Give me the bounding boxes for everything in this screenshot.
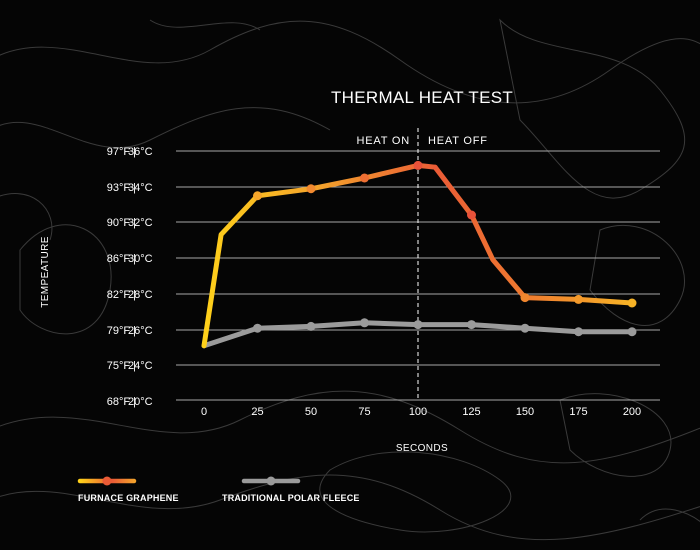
x-tick-label: 150	[516, 406, 534, 418]
furnace-point	[627, 298, 637, 308]
y-axis-ticks: 97°F |36°C 93°F |34°C 90°F |32°C 86°F |30°C…	[107, 146, 153, 408]
furnace-line-fall	[432, 164, 635, 306]
x-tick-label: 175	[569, 406, 587, 418]
x-tick-label: 50	[305, 406, 317, 418]
annotations: HEAT ON HEAT OFF	[357, 135, 488, 147]
heat-on-label: HEAT ON	[357, 135, 410, 147]
topographic-background	[0, 18, 700, 541]
furnace-point	[360, 173, 369, 183]
y-tick-label-c: 26°C	[128, 325, 153, 337]
legend-furnace-graphene: FURNACE GRAPHENE	[77, 476, 179, 503]
legend-swatch-dot	[102, 476, 112, 486]
x-tick-label: 125	[462, 406, 480, 418]
y-tick-label-f: 86°F |	[107, 253, 136, 265]
y-tick-label-c: 24°C	[128, 360, 153, 372]
y-tick-label-c: 20°C	[128, 396, 153, 408]
y-tick-label-f: 82°F |	[107, 289, 136, 301]
fleece-point	[360, 318, 369, 328]
fleece-point	[520, 323, 530, 333]
furnace-point	[467, 210, 476, 220]
y-tick-label-c: 30°C	[128, 253, 153, 265]
legend-polar-fleece: TRADITIONAL POLAR FLEECE	[222, 476, 360, 503]
furnace-line-rise	[201, 162, 438, 349]
fleece-point	[627, 327, 637, 337]
x-tick-label: 75	[358, 406, 370, 418]
fleece-point	[253, 323, 262, 333]
y-tick-label-c: 32°C	[128, 217, 153, 229]
y-tick-label-f: 93°F |	[107, 182, 136, 194]
x-axis-ticks: 0 25 50 75 100 125 150 175 200	[201, 406, 641, 418]
legend-label: FURNACE GRAPHENE	[78, 493, 179, 503]
fleece-point	[467, 320, 476, 330]
legend: FURNACE GRAPHENE TRADITIONAL POLAR FLEECE	[77, 476, 360, 503]
furnace-point	[520, 293, 530, 303]
heat-off-label: HEAT OFF	[428, 135, 488, 147]
furnace-point	[306, 184, 316, 194]
y-tick-label-c: 28°C	[128, 289, 153, 301]
y-axis-label: TEMPEATURE	[40, 236, 51, 308]
y-tick-label-f: 79°F |	[107, 325, 136, 337]
legend-swatch-dot	[266, 476, 276, 486]
fleece-point	[413, 320, 423, 330]
furnace-point	[253, 191, 262, 201]
series-furnace-graphene	[201, 160, 637, 349]
y-tick-label-c: 36°C	[128, 146, 153, 158]
fleece-point	[574, 327, 583, 337]
x-tick-label: 0	[201, 406, 207, 418]
y-tick-label-f: 68°F |	[107, 396, 136, 408]
y-tick-label-f: 90°F |	[107, 217, 136, 229]
legend-label: TRADITIONAL POLAR FLEECE	[222, 493, 360, 503]
chart-title: THERMAL HEAT TEST	[331, 88, 513, 107]
fleece-point	[306, 321, 316, 331]
series-polar-fleece	[201, 318, 637, 349]
furnace-point	[413, 160, 423, 170]
y-tick-label-c: 34°C	[128, 182, 153, 194]
x-tick-label: 200	[623, 406, 641, 418]
x-axis-label: SECONDS	[396, 443, 448, 454]
y-tick-label-f: 97°F |	[107, 146, 136, 158]
x-tick-label: 25	[251, 406, 263, 418]
x-tick-label: 100	[409, 406, 427, 418]
y-tick-label-f: 75°F |	[107, 360, 136, 372]
series-layer	[201, 160, 637, 349]
furnace-point	[574, 294, 583, 304]
